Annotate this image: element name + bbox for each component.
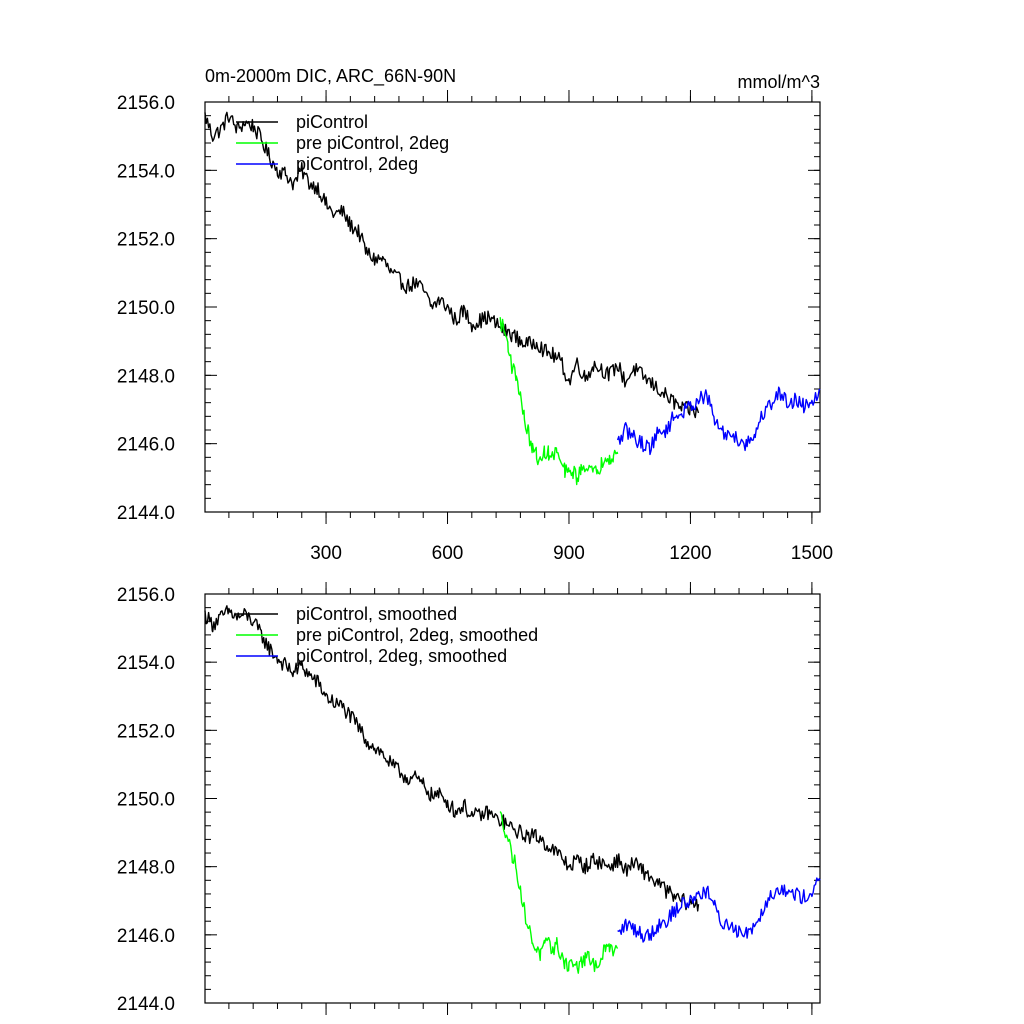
series-line-0 [204, 111, 700, 419]
x-tick-label: 900 [553, 543, 585, 564]
y-tick-label: 2154.0 [117, 161, 175, 182]
y-tick-label: 2144.0 [117, 503, 175, 524]
legend-label-0: piControl [296, 112, 368, 132]
top-panel: 2144.0 2146.0 2148.0 2150.0 2152.0 2154.0 2156… [117, 66, 833, 564]
y-tick-label: 2148.0 [117, 858, 175, 879]
y-tick-label: 2156.0 [117, 93, 175, 114]
y-tick-label: 2156.0 [117, 585, 175, 606]
series-line-1 [499, 317, 619, 486]
y-tick-label: 2144.0 [117, 994, 175, 1015]
x-tick-label: 1500 [791, 543, 833, 564]
series-line-2 [617, 877, 821, 943]
x-tick-label: 1200 [669, 543, 711, 564]
y-tick-label: 2154.0 [117, 653, 175, 674]
y-tick-label: 2150.0 [117, 298, 175, 319]
y-tick-label: 2152.0 [117, 721, 175, 742]
y-tick-label: 2150.0 [117, 790, 175, 811]
y-tick-label: 2146.0 [117, 926, 175, 947]
y-tick-label: 2146.0 [117, 435, 175, 456]
series-line-1 [499, 811, 619, 974]
bottom-panel: 2144.0 2146.0 2148.0 2150.0 2152.0 2154.0 2156… [117, 582, 821, 1015]
legend-label-1: pre piControl, 2deg [296, 133, 449, 153]
series-line-0 [204, 605, 700, 912]
legend-label-2: piControl, 2deg [296, 154, 418, 174]
chart-title: 0m-2000m DIC, ARC_66N-90N [205, 66, 456, 87]
legend-label-0: piControl, smoothed [296, 604, 457, 624]
legend-label-2: piControl, 2deg, smoothed [296, 646, 507, 666]
legend-label-1: pre piControl, 2deg, smoothed [296, 625, 538, 645]
x-tick-label: 300 [310, 543, 342, 564]
y-tick-label: 2148.0 [117, 366, 175, 387]
x-tick-label: 600 [432, 543, 464, 564]
y-tick-label: 2152.0 [117, 230, 175, 251]
chart-units: mmol/m^3 [738, 72, 820, 92]
series-line-2 [616, 386, 821, 456]
